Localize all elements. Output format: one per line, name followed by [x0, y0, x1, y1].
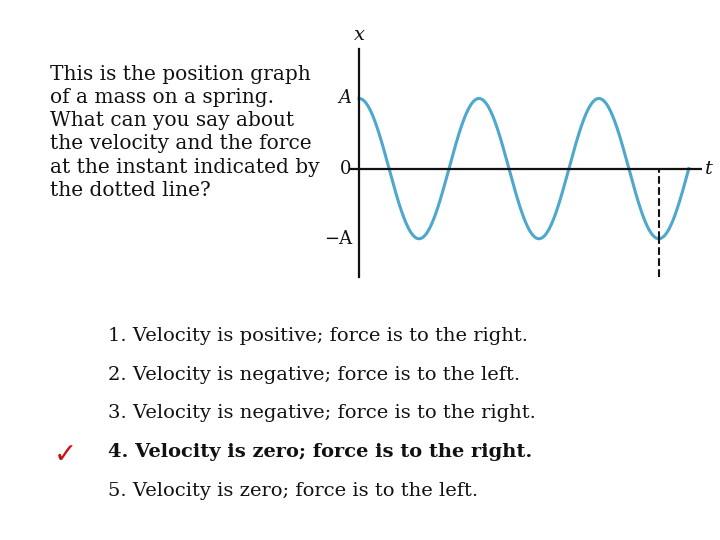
Text: A: A [339, 90, 352, 107]
Text: the velocity and the force: the velocity and the force [50, 134, 312, 153]
Text: at the instant indicated by: at the instant indicated by [50, 158, 320, 177]
Text: of a mass on a spring.: of a mass on a spring. [50, 88, 274, 107]
Text: 5. Velocity is zero; force is to the left.: 5. Velocity is zero; force is to the lef… [108, 482, 478, 500]
Text: 3. Velocity is negative; force is to the right.: 3. Velocity is negative; force is to the… [108, 404, 536, 422]
Text: the dotted line?: the dotted line? [50, 181, 211, 200]
Text: What can you say about: What can you say about [50, 111, 294, 130]
Text: 4. Velocity is zero; force is to the right.: 4. Velocity is zero; force is to the rig… [108, 443, 532, 461]
Text: 1. Velocity is positive; force is to the right.: 1. Velocity is positive; force is to the… [108, 327, 528, 345]
Text: −A: −A [324, 230, 352, 248]
Text: t: t [706, 160, 714, 178]
Text: 0: 0 [341, 160, 352, 178]
Text: x: x [354, 26, 364, 44]
Text: ✓: ✓ [54, 441, 77, 469]
Text: This is the position graph: This is the position graph [50, 65, 311, 84]
Text: 2. Velocity is negative; force is to the left.: 2. Velocity is negative; force is to the… [108, 366, 520, 383]
